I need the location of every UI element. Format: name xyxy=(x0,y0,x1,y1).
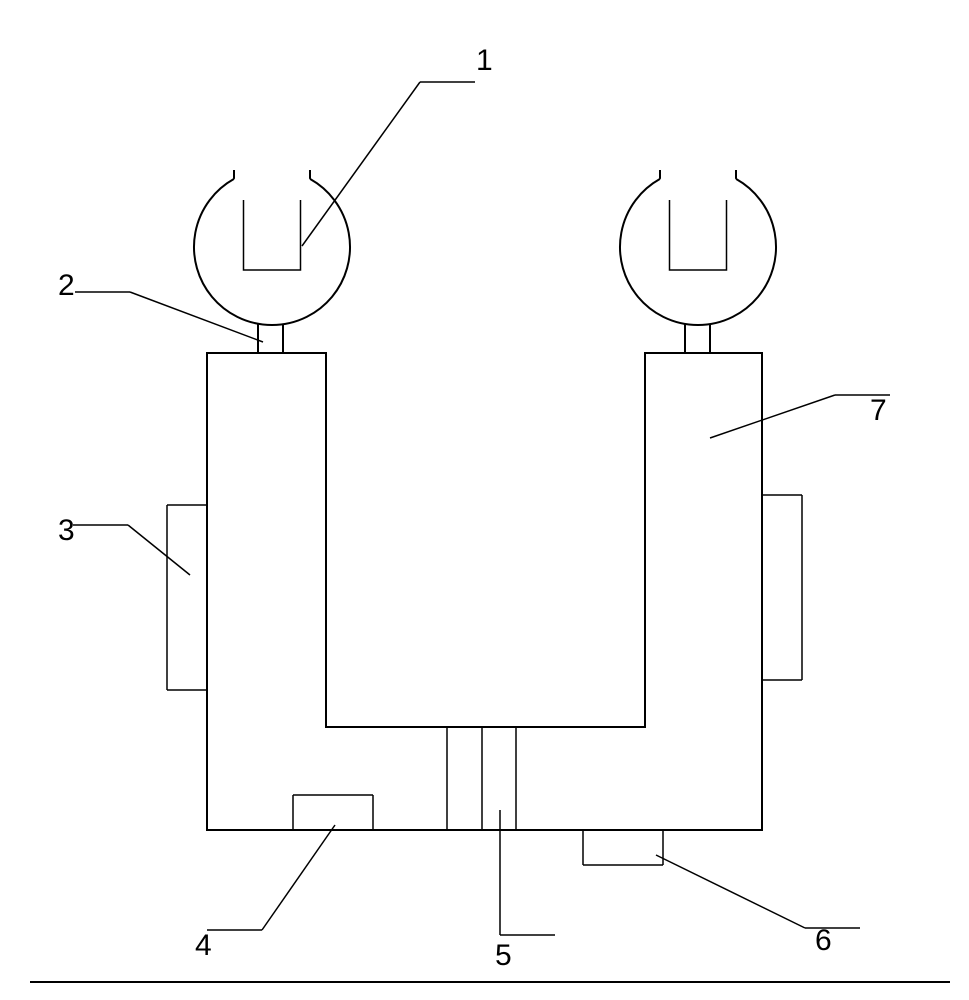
label-text-6: 6 xyxy=(815,924,832,957)
center-stub xyxy=(447,727,516,830)
wrench-head-right xyxy=(620,170,776,325)
label-text-5: 5 xyxy=(495,939,512,972)
side-box-left xyxy=(167,505,207,690)
neck-left xyxy=(258,324,283,353)
label-text-7: 7 xyxy=(870,394,887,427)
neck-right xyxy=(685,324,710,353)
label-text-1: 1 xyxy=(476,44,493,77)
bottom-stub-right xyxy=(583,830,663,865)
label-1: 1 xyxy=(302,44,493,246)
label-6: 6 xyxy=(656,855,860,957)
label-text-4: 4 xyxy=(195,929,212,962)
label-2: 2 xyxy=(58,269,263,342)
side-box-right xyxy=(762,495,802,680)
label-7: 7 xyxy=(710,394,890,438)
label-4: 4 xyxy=(195,825,335,962)
bottom-stub-left xyxy=(293,795,373,830)
u-body xyxy=(207,353,762,830)
technical-diagram: 1 2 3 4 5 6 7 xyxy=(0,0,969,1000)
wrench-head-left xyxy=(194,170,350,325)
label-3: 3 xyxy=(58,514,190,575)
label-text-2: 2 xyxy=(58,269,75,302)
label-5: 5 xyxy=(495,810,555,972)
label-text-3: 3 xyxy=(58,514,75,547)
